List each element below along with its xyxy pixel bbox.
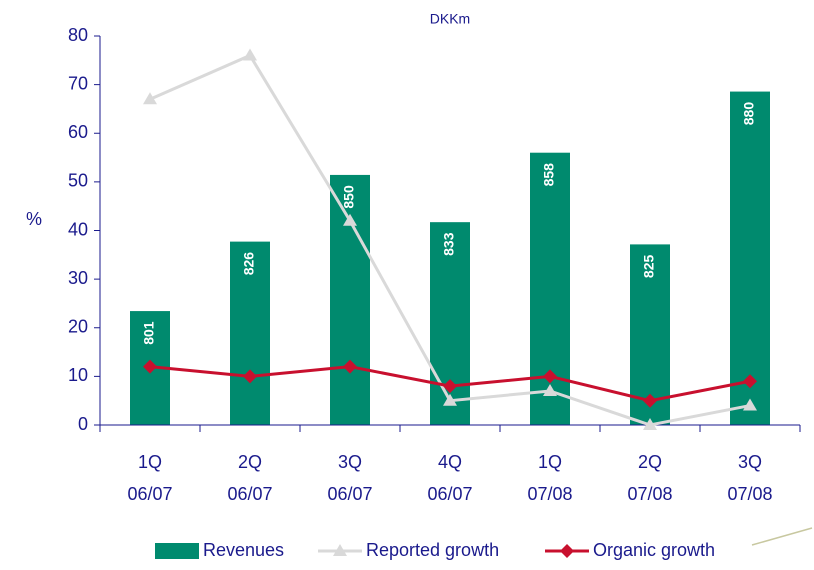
x-tick-label: 2Q 07/08 bbox=[627, 452, 672, 504]
bar bbox=[330, 174, 370, 425]
marker bbox=[543, 383, 557, 396]
y-tick-label: 40 bbox=[68, 219, 88, 239]
marker bbox=[643, 393, 657, 408]
bar-value-label: 880 bbox=[741, 102, 757, 126]
x-tick-label: 2Q 06/07 bbox=[227, 452, 272, 504]
marker bbox=[643, 418, 657, 430]
x-tick-label: 4Q 06/07 bbox=[427, 452, 472, 504]
bar-value-label: 825 bbox=[641, 255, 657, 279]
marker bbox=[343, 213, 357, 226]
bar bbox=[230, 241, 270, 425]
bar-value-label: 858 bbox=[541, 163, 557, 187]
marker bbox=[333, 544, 347, 556]
y-tick-label: 70 bbox=[68, 73, 88, 93]
legend-label: Revenues bbox=[203, 540, 284, 560]
y-label: % bbox=[26, 209, 42, 229]
marker bbox=[143, 359, 157, 374]
marker bbox=[443, 379, 457, 394]
legend-label: Reported growth bbox=[366, 540, 499, 560]
decoration bbox=[751, 527, 813, 546]
bar bbox=[730, 91, 770, 426]
legend-swatch bbox=[155, 543, 199, 559]
y-tick-label: 0 bbox=[78, 414, 88, 434]
marker bbox=[560, 544, 574, 558]
marker bbox=[243, 48, 257, 61]
marker bbox=[743, 398, 757, 411]
y-tick-label: 50 bbox=[68, 171, 88, 191]
bar-value-label: 850 bbox=[341, 185, 357, 209]
y-tick-label: 60 bbox=[68, 122, 88, 142]
x-tick-label: 3Q 07/08 bbox=[727, 452, 772, 504]
marker bbox=[243, 369, 257, 384]
marker bbox=[443, 393, 457, 406]
bar-value-label: 826 bbox=[241, 252, 257, 276]
x-tick-label: 1Q 07/08 bbox=[527, 452, 572, 504]
marker bbox=[543, 369, 557, 384]
y-tick-label: 10 bbox=[68, 365, 88, 385]
y-tick-label: 80 bbox=[68, 25, 88, 45]
x-tick-label: 1Q 06/07 bbox=[127, 452, 172, 504]
marker bbox=[143, 92, 157, 105]
y2-label: DKKm bbox=[430, 11, 470, 27]
marker bbox=[343, 359, 357, 374]
y-tick-label: 20 bbox=[68, 317, 88, 337]
x-tick-label: 3Q 06/07 bbox=[327, 452, 372, 504]
bar-value-label: 801 bbox=[141, 321, 157, 345]
y-tick-label: 30 bbox=[68, 268, 88, 288]
marker bbox=[743, 374, 757, 389]
bar-value-label: 833 bbox=[441, 232, 457, 256]
legend-label: Organic growth bbox=[593, 540, 715, 560]
